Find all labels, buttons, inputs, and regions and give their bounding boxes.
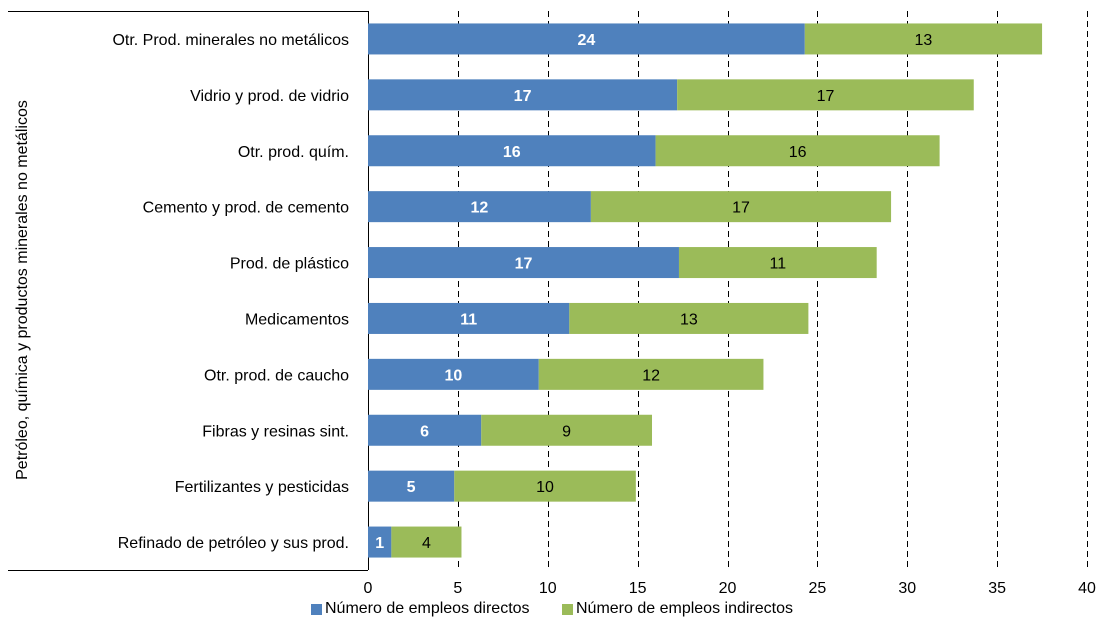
bar-direct	[368, 358, 539, 390]
legend-swatch-direct	[311, 603, 322, 615]
data-label-indirect: 12	[642, 367, 660, 384]
labels: Otr. Prod. minerales no metálicos 24 13 Vid…	[112, 32, 932, 552]
bar-direct	[368, 191, 591, 223]
data-label-direct: 17	[514, 88, 532, 105]
data-label-direct: 1	[375, 535, 384, 552]
x-tick-label: 5	[453, 580, 462, 597]
bar-indirect	[481, 414, 653, 446]
category-label: Prod. de plástico	[230, 256, 349, 273]
x-tick-label: 15	[629, 580, 647, 597]
x-tick-label: 40	[1078, 580, 1096, 597]
bar-indirect	[655, 135, 940, 167]
category-label: Medicamentos	[245, 311, 349, 328]
data-label-indirect: 16	[789, 144, 807, 161]
bar-indirect	[454, 470, 636, 502]
bar-direct	[368, 414, 482, 446]
data-label-indirect: 13	[915, 32, 933, 49]
bar-direct	[368, 135, 656, 167]
category-label: Otr. prod. quím.	[238, 144, 349, 161]
bar-indirect	[569, 302, 809, 334]
bar-direct	[368, 526, 392, 558]
bar-indirect	[678, 247, 877, 279]
x-tick-label: 0	[364, 580, 373, 597]
data-label-direct: 6	[420, 423, 429, 440]
x-tick-label: 35	[988, 580, 1006, 597]
bar-indirect	[804, 23, 1043, 55]
category-label: Vidrio y prod. de vidrio	[190, 88, 349, 105]
category-label: Cemento y prod. de cemento	[143, 200, 349, 217]
data-label-direct: 10	[444, 367, 462, 384]
bar-indirect	[677, 79, 974, 111]
legend-label-indirect: Número de empleos indirectos	[576, 600, 793, 617]
data-label-indirect: 13	[680, 311, 698, 328]
legend-item-indirect: Número de empleos indirectos	[562, 600, 793, 618]
bar-direct	[368, 302, 570, 334]
category-label: Otr. prod. de caucho	[204, 367, 349, 384]
x-tick-label: 30	[898, 580, 916, 597]
category-label: Otr. Prod. minerales no metálicos	[112, 32, 349, 49]
data-label-indirect: 10	[536, 479, 554, 496]
data-label-indirect: 17	[817, 88, 835, 105]
data-label-indirect: 4	[422, 535, 431, 552]
y-axis-title: Petróleo, química y productos minerales …	[14, 100, 31, 480]
bar-indirect	[391, 526, 462, 558]
legend-swatch-indirect	[562, 603, 573, 615]
bar-direct	[368, 23, 805, 55]
x-tick-label: 10	[539, 580, 557, 597]
data-label-direct: 24	[577, 32, 595, 49]
bar-indirect	[590, 191, 892, 223]
x-tick-label: 20	[719, 580, 737, 597]
bar-direct	[368, 79, 678, 111]
data-label-direct: 16	[503, 144, 521, 161]
data-label-direct: 12	[471, 200, 489, 217]
category-label: Fertilizantes y pesticidas	[175, 479, 349, 496]
bar-indirect	[538, 358, 764, 390]
category-label: Refinado de petróleo y sus prod.	[118, 535, 349, 552]
data-label-indirect: 17	[732, 200, 750, 217]
data-label-direct: 11	[460, 311, 477, 328]
legend-item-direct: Número de empleos directos	[311, 600, 530, 618]
data-label-direct: 17	[515, 256, 533, 273]
bar-direct	[368, 470, 455, 502]
data-label-direct: 5	[407, 479, 416, 496]
data-label-indirect: 9	[562, 423, 571, 440]
bar-direct	[368, 247, 679, 279]
x-tick-label: 25	[808, 580, 826, 597]
data-label-indirect: 11	[770, 256, 787, 273]
category-label: Fibras y resinas sint.	[202, 423, 349, 440]
legend: Número de empleos directos Número de emp…	[0, 600, 1104, 620]
bars	[368, 23, 1043, 558]
legend-label-direct: Número de empleos directos	[325, 600, 530, 617]
